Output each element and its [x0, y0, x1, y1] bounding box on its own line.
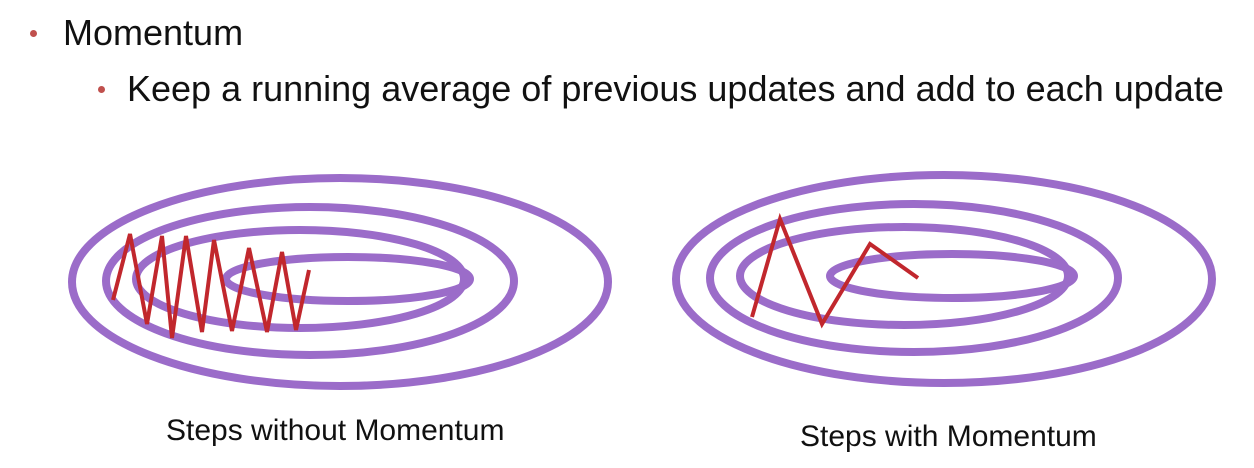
contour-plot-without-momentum	[68, 174, 612, 390]
caption-steps-with-momentum: Steps with Momentum	[800, 420, 1097, 453]
bullet-dot-icon	[30, 29, 37, 37]
contour-ring-inner	[132, 226, 468, 332]
bullet-item-description: Keep a running average of previous updat…	[98, 68, 1224, 110]
bullet-text-momentum: Momentum	[63, 12, 244, 53]
step-path-momentum	[750, 212, 920, 329]
contour-ring-inner	[736, 223, 1072, 329]
contour-ring-center	[222, 253, 474, 305]
contour-ring-outer	[68, 174, 612, 390]
step-path-oscillating	[111, 233, 311, 339]
contour-plot-with-momentum	[672, 171, 1216, 387]
caption-steps-without-momentum: Steps without Momentum	[166, 414, 505, 447]
contour-ring-middle	[102, 203, 518, 359]
contour-ring-center	[826, 250, 1078, 302]
bullet-dot-icon	[98, 85, 105, 93]
bullet-item-momentum: Momentum	[30, 12, 243, 54]
contour-ring-outer	[672, 171, 1216, 387]
bullet-text-description: Keep a running average of previous updat…	[127, 68, 1224, 109]
contour-ring-middle	[706, 200, 1122, 356]
